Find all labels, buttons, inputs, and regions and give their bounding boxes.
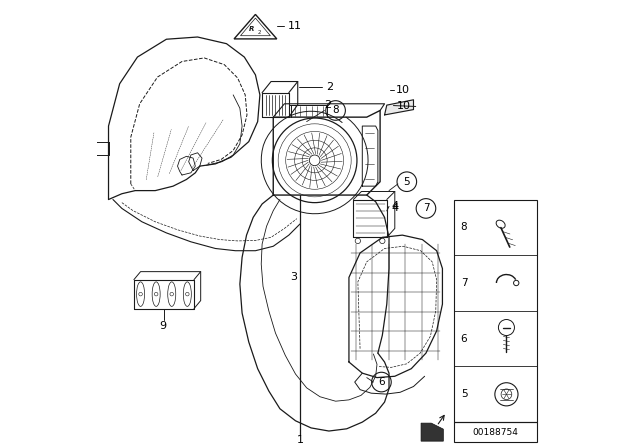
Text: 7: 7 <box>422 203 429 213</box>
Text: 2: 2 <box>326 82 333 92</box>
Text: 1: 1 <box>296 435 303 445</box>
Text: 5: 5 <box>461 389 467 399</box>
Text: 9: 9 <box>159 321 166 332</box>
Text: 5: 5 <box>403 177 410 187</box>
Text: R: R <box>249 26 255 31</box>
Text: 2: 2 <box>324 100 332 110</box>
Text: 4: 4 <box>391 203 398 213</box>
Text: 6: 6 <box>461 334 467 344</box>
Text: 8: 8 <box>332 105 339 116</box>
Text: 11: 11 <box>288 21 302 31</box>
Bar <box>454 199 537 422</box>
Text: 6: 6 <box>378 377 385 387</box>
Polygon shape <box>385 100 413 115</box>
Text: 2: 2 <box>258 30 262 35</box>
Text: 10: 10 <box>397 100 411 111</box>
Text: 10: 10 <box>396 86 410 95</box>
Text: 00188754: 00188754 <box>473 428 518 437</box>
Text: 7: 7 <box>461 278 467 288</box>
Text: 8: 8 <box>461 222 467 233</box>
Bar <box>454 422 537 442</box>
Polygon shape <box>421 423 444 441</box>
Text: 4: 4 <box>391 202 398 211</box>
Text: 3: 3 <box>290 272 297 282</box>
